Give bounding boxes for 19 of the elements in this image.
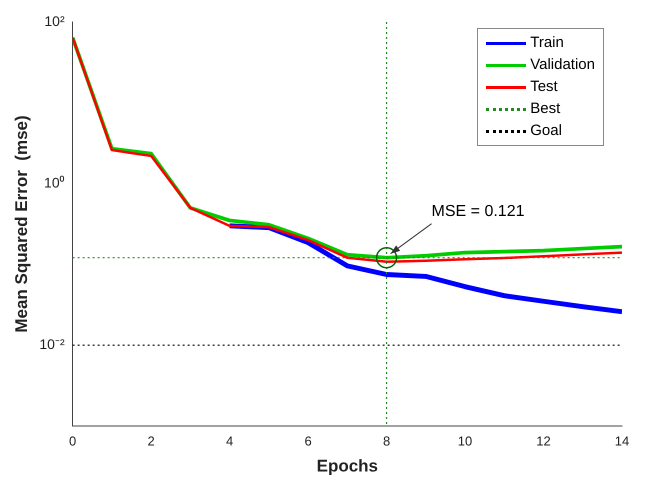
legend-label: Goal [530, 121, 562, 141]
annotation: MSE = 0.121 [432, 203, 525, 220]
x-axis-title: Epochs [316, 456, 378, 476]
x-tick-label: 12 [536, 433, 551, 448]
legend-label: Train [530, 33, 564, 53]
y-tick-label: 10⁻² [39, 336, 65, 352]
x-tick-label: 0 [69, 433, 76, 448]
x-tick-label: 4 [226, 433, 234, 448]
x-tick-label: 2 [148, 433, 155, 448]
x-tick-label: 10 [458, 433, 472, 448]
y-tick-label: 10⁰ [44, 174, 65, 190]
x-tick-label: 14 [614, 433, 630, 448]
legend-label: Best [530, 99, 560, 119]
y-axis-title: Mean Squared Error (mse) [12, 115, 31, 333]
x-tick-label: 6 [304, 433, 312, 448]
legend-label: Test [530, 77, 558, 97]
legend-label: Validation [530, 55, 595, 75]
x-tick-label: 8 [382, 433, 390, 448]
y-tick-label: 10² [44, 12, 65, 29]
